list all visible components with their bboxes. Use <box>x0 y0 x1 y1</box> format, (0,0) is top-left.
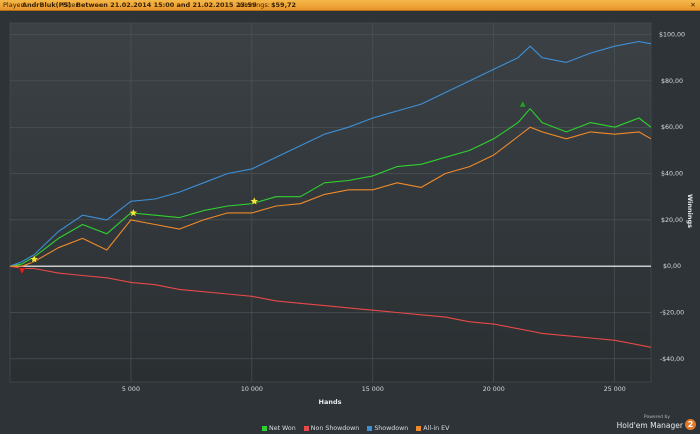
marker-star[interactable] <box>249 196 260 206</box>
title-bar: Player: AndrBluk(PS) Filter: Between 21.… <box>0 0 700 11</box>
player-value: AndrBluk(PS) <box>22 1 72 9</box>
legend-swatch-net-won <box>262 425 267 431</box>
y-tick-label: -$20,00 <box>660 310 684 317</box>
legend-label-net-won: Net Won <box>269 424 296 432</box>
powered-by-text: Powered by <box>643 415 670 420</box>
winnings-graph: 5 000 10 000 15 000 20 000 25 000 -$40,00 -$2… <box>9 22 694 406</box>
y-tick-label: $60,00 <box>661 124 683 131</box>
legend-item-all-in-ev[interactable]: All-in EV <box>416 423 449 433</box>
y-tick-label: $80,00 <box>661 78 683 85</box>
series-line-net-won <box>9 108 652 267</box>
marker-star[interactable] <box>128 207 139 218</box>
grid <box>10 23 651 382</box>
x-tick-label: 15 000 <box>362 386 384 393</box>
plot-area <box>9 22 652 383</box>
filter-value: Between 21.02.2014 15:00 and 21.02.2015 … <box>76 1 257 9</box>
marker-down-triangle[interactable] <box>18 267 26 275</box>
winnings-label: Winnings: <box>238 1 270 9</box>
legend-swatch-showdown <box>367 425 373 431</box>
y-tick-label: $100,00 <box>659 32 685 39</box>
brand-name: Hold'em Manager <box>616 421 683 430</box>
x-tick-label: 20 000 <box>483 386 505 393</box>
series-lines <box>9 40 652 348</box>
x-axis-label: Hands <box>319 398 342 406</box>
hem-logo-icon: 2 <box>685 419 696 430</box>
marker-up-triangle[interactable] <box>518 100 527 108</box>
series-line-showdown <box>9 40 652 267</box>
x-axis-ticks: 5 000 10 000 15 000 20 000 25 000 <box>122 386 626 393</box>
y-tick-label: $40,00 <box>661 171 683 178</box>
y-tick-label: -$40,00 <box>660 356 684 363</box>
series-line-non-showdown <box>9 265 652 348</box>
winnings-value: $59,72 <box>271 1 297 9</box>
legend-label-all-in-ev: All-in EV <box>423 424 450 432</box>
legend: Net Won Non Showdown Showdown All-in EV <box>262 423 449 433</box>
x-tick-label: 5 000 <box>122 386 140 393</box>
y-tick-label: $0,00 <box>663 263 681 270</box>
player-label: Player: <box>3 1 26 9</box>
legend-swatch-non-showdown <box>303 425 309 431</box>
legend-label-non-showdown: Non Showdown <box>310 424 360 432</box>
legend-item-net-won[interactable]: Net Won <box>262 423 296 433</box>
filter-label: Filter: <box>62 1 81 9</box>
y-axis-ticks: -$40,00 -$20,00 $0,00 $20,00 $40,00 $60,00 $80… <box>659 32 685 363</box>
legend-item-showdown[interactable]: Showdown <box>367 423 408 433</box>
legend-label-showdown: Showdown <box>374 424 409 432</box>
close-icon[interactable]: ✕ <box>690 1 696 9</box>
legend-swatch-all-in-ev <box>416 425 422 431</box>
branding: Powered by Hold'em Manager 2 <box>606 415 696 433</box>
y-axis-label: Winnings <box>686 194 694 228</box>
x-tick-label: 25 000 <box>604 386 626 393</box>
marker-star[interactable] <box>29 254 39 264</box>
y-tick-label: $20,00 <box>661 217 683 224</box>
series-markers <box>18 100 527 275</box>
legend-item-non-showdown[interactable]: Non Showdown <box>303 423 360 433</box>
series-line-all-in-ev <box>10 126 652 267</box>
x-tick-label: 10 000 <box>241 386 263 393</box>
